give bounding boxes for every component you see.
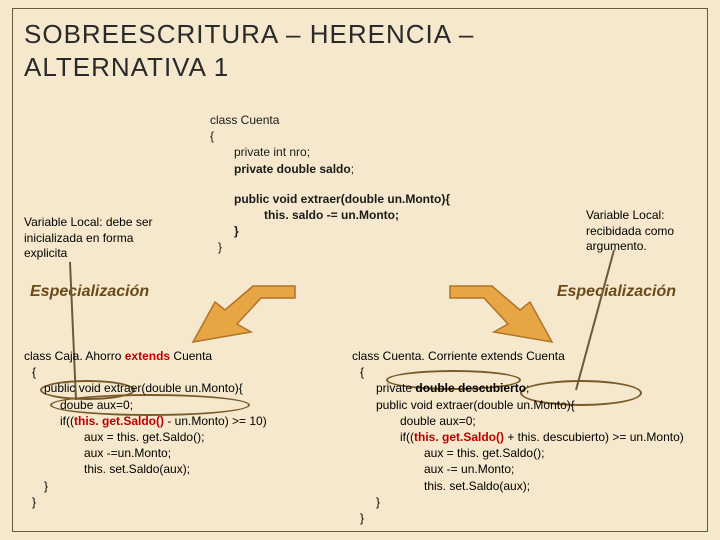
code-cuenta: class Cuenta { private int nro; private … <box>210 112 450 256</box>
code-line: class Cuenta <box>210 112 450 128</box>
code-line: if((this. get.Saldo() + this. descubiert… <box>352 429 692 445</box>
note-left: Variable Local: debe ser inicializada en… <box>24 215 154 262</box>
code-line: public void extraer(double un.Monto){ <box>24 380 334 396</box>
code-line: } <box>24 478 334 494</box>
code-line: class Cuenta. Corriente extends Cuenta <box>352 348 692 364</box>
code-line: private double saldo; <box>210 161 450 177</box>
label-especializacion-right: Especialización <box>557 283 676 301</box>
code-line: public void extraer(double un.Monto){ <box>352 397 692 413</box>
code-line: if((this. get.Saldo() - un.Monto) >= 10) <box>24 413 334 429</box>
label-especializacion-left: Especialización <box>30 283 149 301</box>
arrow-down-right <box>440 280 570 346</box>
code-line: } <box>352 494 692 510</box>
code-line: this. set.Saldo(aux); <box>352 478 692 494</box>
code-line: } <box>352 510 692 526</box>
code-line: } <box>24 494 334 510</box>
arrow-down-left <box>175 280 305 346</box>
code-line: aux -= un.Monto; <box>352 461 692 477</box>
code-line: this. set.Saldo(aux); <box>24 461 334 477</box>
code-caja-ahorro: class Caja. Ahorro extends Cuenta { publ… <box>24 348 334 510</box>
code-line: aux = this. get.Saldo(); <box>24 429 334 445</box>
code-line: private int nro; <box>210 144 450 160</box>
code-line: { <box>24 364 334 380</box>
code-line: aux -=un.Monto; <box>24 445 334 461</box>
code-line: public void extraer(double un.Monto){ <box>210 191 450 207</box>
title-line-2: ALTERNATIVA 1 <box>24 52 229 82</box>
code-line: aux = this. get.Saldo(); <box>352 445 692 461</box>
code-line: doube aux=0; <box>24 397 334 413</box>
note-right: Variable Local: recibidada como argument… <box>586 208 696 255</box>
code-line: private double descubierto; <box>352 380 692 396</box>
code-line: this. saldo -= un.Monto; <box>210 207 450 223</box>
title-line-1: SOBREESCRITURA – HERENCIA – <box>24 19 474 49</box>
code-line: } <box>210 239 450 255</box>
code-line: { <box>210 128 450 144</box>
code-line: } <box>210 223 450 239</box>
code-line: double aux=0; <box>352 413 692 429</box>
code-cuenta-corriente: class Cuenta. Corriente extends Cuenta {… <box>352 348 692 526</box>
code-line: { <box>352 364 692 380</box>
code-line: class Caja. Ahorro extends Cuenta <box>24 348 334 364</box>
slide-title: SOBREESCRITURA – HERENCIA – ALTERNATIVA … <box>24 18 474 83</box>
